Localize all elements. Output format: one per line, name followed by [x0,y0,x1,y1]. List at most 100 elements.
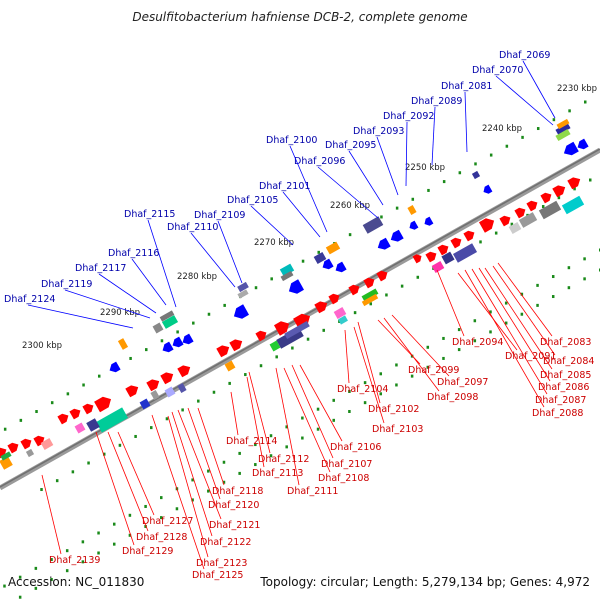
tick-dot [322,328,325,332]
reverse-gene-arrow [563,141,579,156]
tick-dot [144,504,147,508]
tick-dot [410,374,414,378]
upper-gene-label: Dhaf_2070 [472,65,523,76]
reverse-gene-arrow [109,361,121,373]
tick-dot [50,578,53,582]
lower-leader-line [478,267,551,382]
gene-block [361,293,379,307]
tick-dot [363,381,367,385]
lower-leader-line [151,414,205,570]
tick-dot [536,283,539,287]
tick-dot [551,295,555,299]
gene-block [95,407,129,433]
tick-dot [489,310,492,314]
gene-block [280,270,294,282]
scale-labels: 2230 kbp 2240 kbp 2250 kbp 2260 kbp 2270 kbp… [22,84,597,351]
tick-dot [363,401,367,405]
summary-label: Topology: circular; Length: 5,279,134 bp… [260,575,590,589]
scale-tick-label: 2300 kbp [22,341,62,351]
upper-leader-line [131,258,167,306]
gene-block [25,448,35,458]
forward-gene-arrow [437,244,449,256]
accession-label: Accession: NC_011830 [8,575,145,589]
upper-gene-label: Dhaf_2119 [41,279,92,290]
reverse-gene-arrow [172,336,184,348]
upper-leader-line [522,60,556,119]
lower-gene-label: Dhaf_2099 [408,365,459,376]
lower-leader-line [246,376,265,468]
tick-dot [473,319,477,323]
gene-block [40,438,54,450]
tick-dot [222,460,226,464]
tick-dot [510,222,514,226]
lower-gene-label: Dhaf_2139 [49,555,100,566]
forward-gene-arrow [57,413,69,425]
forward-gene-arrow [499,215,511,227]
tick-dot [97,374,101,378]
gene-block [561,195,585,215]
lower-leader-line [357,321,381,404]
lower-gene-label: Dhaf_2083 [540,337,591,348]
tick-dot [19,418,23,422]
tick-dot [254,286,258,290]
tick-dot [426,345,430,349]
gene-block [237,289,249,299]
upper-leader-line [405,121,408,187]
tick-dot [176,330,179,334]
gene-block [237,281,249,293]
tick-dot [379,372,383,376]
gene-block [508,222,522,234]
tick-dot [238,451,241,455]
scale-tick-label: 2230 kbp [557,84,597,94]
upper-gene-label: Dhaf_2069 [499,50,550,61]
tick-dot [269,454,273,458]
reverse-gene-arrow [288,279,304,294]
upper-gene-label: Dhaf_2092 [383,111,434,122]
forward-gene-arrow [540,192,552,204]
forward-gene-arrow [293,313,310,330]
tick-dot [223,303,226,307]
tick-dot [551,275,555,279]
tick-dot [348,409,351,413]
lower-leader-line [171,411,213,537]
forward-gene-arrow [348,284,360,296]
reverse-gene-arrow [162,341,174,353]
gene-block [555,122,571,136]
lower-leader-line [497,262,553,337]
forward-gene-arrow [20,438,32,450]
forward-gene-arrow [479,218,495,233]
tick-dot [442,180,446,184]
gene-block [556,118,570,130]
lower-gene-label: Dhaf_2106 [330,442,381,453]
tick-dot [275,355,278,359]
tick-dot [65,549,69,553]
lower-gene-label: Dhaf_2085 [540,370,591,381]
gene-block [441,251,455,265]
tick-dot [567,286,571,290]
tick-dot [3,584,6,588]
tick-dot [238,471,241,475]
lower-leader-line [187,407,221,500]
upper-leader-line [64,289,151,319]
upper-leader-line [282,191,321,238]
forward-gene-arrow [450,237,462,249]
gene-block [431,261,445,273]
tick-dot [536,127,540,131]
reverse-gene-arrow [322,258,334,270]
forward-gene-arrow [125,385,139,398]
tick-dot [34,586,38,590]
tick-dot [505,144,509,148]
tick-dot [301,436,304,440]
tick-dot [473,339,477,343]
reverse-gene-arrow [409,220,419,230]
tick-dot [306,337,310,341]
lower-gene-label: Dhaf_2084 [543,356,594,367]
tick-dot [197,399,200,403]
forward-gene-arrow [376,270,388,282]
lower-gene-label: Dhaf_2112 [258,454,309,465]
upper-gene-label: Dhaf_2093 [353,126,404,137]
lower-leader-line [177,409,222,520]
tick-dot [285,425,288,429]
upper-gene-labels: Dhaf_2069 Dhaf_2070 Dhaf_2081 Dhaf_2089 Dhaf… [4,50,556,329]
